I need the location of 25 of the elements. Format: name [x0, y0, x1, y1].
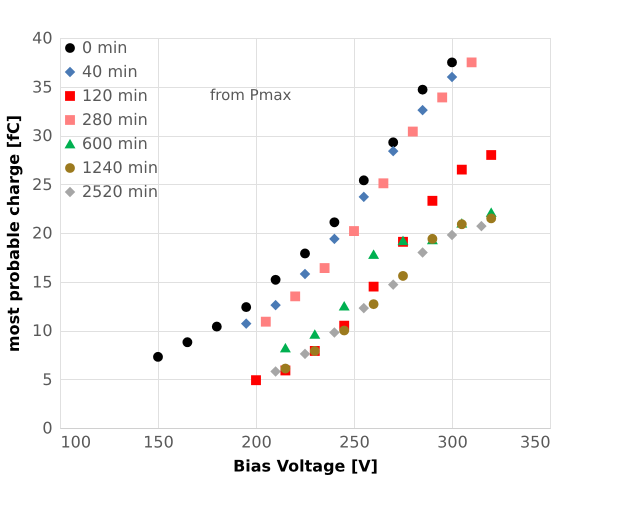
y-tick-label: 30: [32, 126, 52, 145]
y-axis-title: most probable charge [fC]: [4, 114, 24, 352]
y-tick-label: 35: [32, 77, 52, 96]
x-axis-title: Bias Voltage [V]: [233, 456, 378, 476]
legend-label: 600 min: [82, 134, 148, 153]
y-tick-label: 40: [32, 28, 52, 48]
y-tick-label: 5: [42, 370, 52, 389]
x-tick-label: 250: [339, 432, 370, 452]
x-tick-label: 200: [241, 432, 272, 452]
y-tick-label: 0: [42, 418, 52, 438]
x-tick-label: 100: [60, 432, 92, 452]
x-tick-label: 300: [437, 432, 468, 452]
y-tick-label: 15: [32, 272, 52, 292]
legend-label: 280 min: [82, 110, 148, 129]
y-tick-label: 25: [32, 174, 52, 194]
annotation: from Pmax: [210, 86, 292, 104]
legend-label: 40 min: [82, 62, 138, 81]
legend-label: 120 min: [82, 86, 148, 105]
legend-label: 1240 min: [82, 158, 158, 177]
x-tick-label: 150: [143, 432, 174, 452]
legend-label: 0 min: [82, 38, 128, 57]
legend-label: 2520 min: [82, 182, 158, 201]
y-tick-label: 20: [32, 224, 52, 242]
x-tick-label: 350: [520, 432, 550, 452]
y-tick-label: 10: [32, 321, 52, 340]
